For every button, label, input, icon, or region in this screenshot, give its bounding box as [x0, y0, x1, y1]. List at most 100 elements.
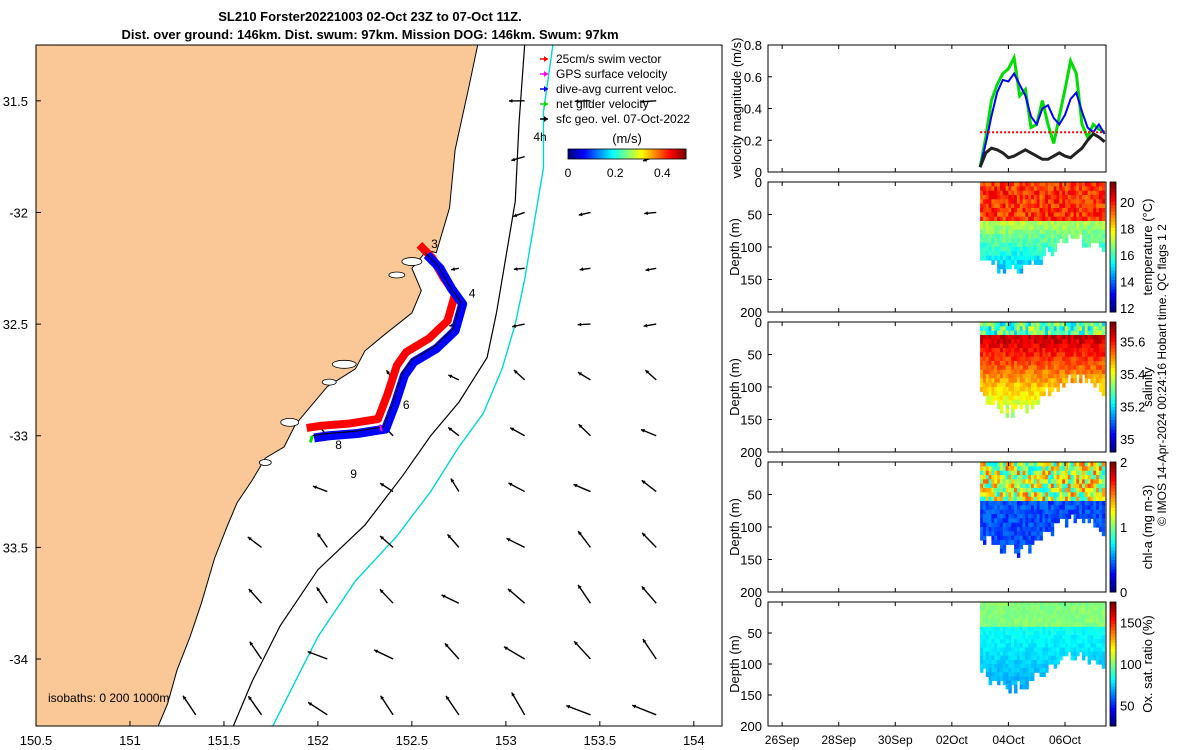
- depth-cell: [1101, 626, 1106, 632]
- depth-cell: [1033, 255, 1038, 261]
- depth-cell: [1036, 527, 1041, 532]
- speed-colorbar-segment: [646, 149, 650, 159]
- depth-cell: [1065, 330, 1069, 336]
- depth-cell: [1016, 221, 1021, 226]
- depth-cell: [1014, 527, 1018, 532]
- depth-cell: [997, 602, 1001, 607]
- depth-cell: [988, 514, 992, 519]
- depth-cell: [1005, 382, 1009, 388]
- depth-cell: [1093, 483, 1097, 489]
- depth-cell: [1011, 680, 1015, 686]
- depth-cell: [1053, 339, 1058, 345]
- depth-cell: [1056, 182, 1060, 187]
- depth-cell: [994, 518, 998, 524]
- depth-cell: [1014, 382, 1018, 388]
- depth-cell: [1076, 492, 1080, 498]
- depth-cell: [1048, 199, 1052, 205]
- depth-cell: [997, 630, 1001, 636]
- depth-cell: [1082, 509, 1086, 515]
- depth-cell: [999, 647, 1004, 653]
- depth-cell: [1073, 225, 1077, 231]
- depth-cell: [1053, 501, 1058, 506]
- depth-cell: [997, 330, 1001, 336]
- depth-cell: [1028, 496, 1032, 502]
- depth-cell: [994, 672, 998, 677]
- colorbar-segment: [1110, 406, 1116, 411]
- panel-y-tick-label: 0.6: [744, 70, 762, 85]
- depth-cell: [983, 483, 987, 489]
- depth-cell: [1011, 676, 1015, 682]
- panel-y-tick-label: 200: [740, 305, 762, 320]
- depth-cell: [997, 614, 1001, 620]
- depth-cell: [1098, 238, 1103, 244]
- depth-cell: [1076, 356, 1080, 362]
- depth-cell: [1028, 190, 1032, 196]
- depth-cell: [1059, 361, 1063, 366]
- depth-cell: [1090, 352, 1094, 358]
- depth-cell: [985, 462, 990, 467]
- colorbar-segment: [1110, 260, 1116, 264]
- depth-cell: [1025, 518, 1029, 524]
- depth-cell: [1084, 378, 1089, 384]
- depth-cell: [1084, 505, 1089, 511]
- depth-cell: [1093, 635, 1097, 640]
- depth-cell: [1065, 488, 1069, 493]
- depth-cell: [1093, 501, 1097, 506]
- depth-cell: [1002, 203, 1007, 209]
- depth-cell: [1019, 630, 1024, 636]
- depth-cell: [1101, 221, 1106, 226]
- depth-cell: [1098, 182, 1103, 187]
- depth-cell: [988, 255, 992, 261]
- depth-cell: [999, 182, 1004, 187]
- depth-cell: [1098, 505, 1103, 511]
- depth-cell: [1084, 212, 1089, 218]
- depth-cell: [994, 527, 998, 532]
- depth-cell: [1011, 356, 1015, 362]
- depth-cell: [1062, 643, 1066, 648]
- depth-cell: [1101, 365, 1106, 371]
- depth-cell: [1022, 531, 1026, 537]
- depth-cell: [1073, 647, 1077, 653]
- depth-cell: [1016, 225, 1021, 231]
- depth-cell: [1016, 369, 1021, 375]
- depth-cell: [994, 606, 998, 611]
- depth-cell: [1056, 514, 1060, 519]
- depth-cell: [1101, 238, 1106, 244]
- speed-colorbar-segment: [656, 149, 659, 159]
- depth-cell: [1056, 630, 1060, 636]
- depth-cell: [1036, 212, 1041, 218]
- depth-cell: [997, 356, 1001, 362]
- depth-cell: [1039, 374, 1043, 379]
- depth-cell: [1033, 229, 1038, 235]
- geo-velocity-arrow-head: [508, 98, 513, 103]
- depth-cell: [1014, 630, 1018, 636]
- depth-cell: [1039, 339, 1043, 345]
- depth-cell: [1019, 195, 1024, 200]
- depth-cell: [1008, 229, 1012, 235]
- depth-cell: [1098, 626, 1103, 632]
- depth-cell: [1031, 522, 1035, 528]
- speed-colorbar-segment: [593, 149, 597, 159]
- depth-cell: [1033, 622, 1038, 628]
- depth-cell: [1036, 247, 1041, 252]
- depth-cell: [1045, 630, 1049, 636]
- legend-label: sfc geo. vel. 07-Oct-2022: [556, 112, 690, 126]
- geo-velocity-arrow-head: [579, 267, 584, 272]
- depth-cell: [1098, 602, 1103, 607]
- depth-cell: [980, 208, 984, 213]
- depth-cell: [980, 655, 984, 661]
- speed-colorbar-segment: [640, 149, 644, 159]
- depth-cell: [1082, 238, 1086, 244]
- depth-cell: [1084, 630, 1089, 636]
- depth-cell: [1039, 535, 1043, 541]
- colorbar-tick-label: 100: [1120, 657, 1142, 672]
- colorbar-segment: [1110, 308, 1116, 313]
- depth-cell: [1045, 242, 1049, 248]
- depth-cell: [1053, 186, 1058, 192]
- depth-cell: [1082, 470, 1086, 476]
- depth-cell: [1008, 535, 1012, 541]
- depth-cell: [985, 505, 990, 511]
- depth-cell: [1048, 326, 1052, 332]
- depth-cell: [1087, 369, 1091, 375]
- depth-cell: [1056, 492, 1060, 498]
